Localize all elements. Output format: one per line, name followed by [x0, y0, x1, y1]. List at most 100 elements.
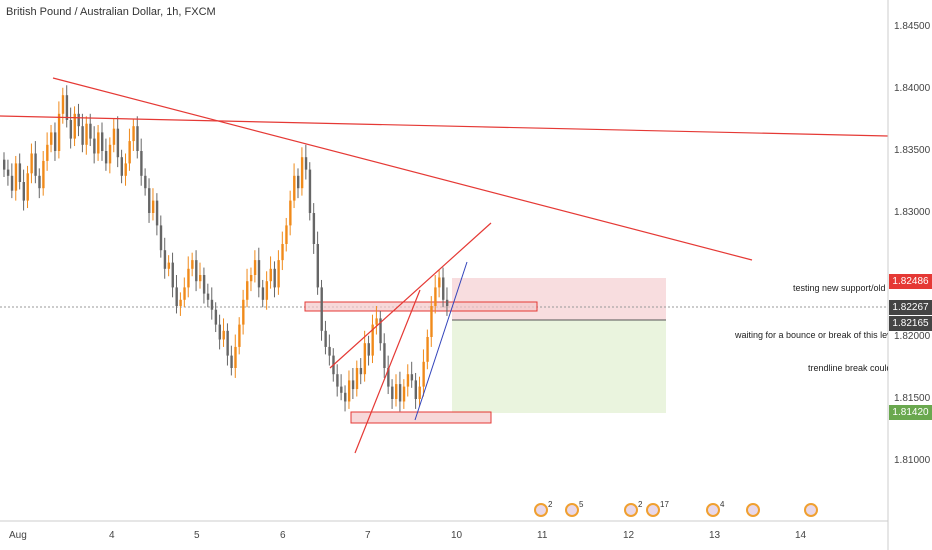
- candle-body: [351, 380, 355, 390]
- flag-icon[interactable]: [706, 503, 720, 517]
- candle-body: [422, 361, 425, 387]
- candle-body: [383, 343, 386, 368]
- candle-body: [6, 169, 10, 176]
- candle-body: [371, 324, 374, 356]
- y-tick-label: 1.82000: [894, 331, 931, 342]
- x-tick-label: 7: [365, 530, 371, 541]
- price-tag: 1.81420: [889, 405, 932, 420]
- candle-body: [128, 141, 131, 164]
- candle-body: [57, 113, 61, 151]
- flag-icon[interactable]: [534, 503, 548, 517]
- x-tick-label: Aug: [9, 530, 27, 541]
- candle-body: [355, 368, 359, 390]
- x-tick-label: 4: [109, 530, 115, 541]
- flag-icon[interactable]: [804, 503, 818, 517]
- x-tick-label: 10: [451, 530, 463, 541]
- event-count: 2: [548, 500, 553, 509]
- candle-body: [222, 330, 225, 340]
- candle-body: [89, 123, 92, 139]
- x-tick-label: 14: [795, 530, 807, 541]
- flag-icon[interactable]: [646, 503, 660, 517]
- candle-body: [101, 132, 104, 151]
- candle-body: [10, 175, 14, 191]
- candle-body: [293, 175, 296, 201]
- candle-body: [191, 260, 194, 269]
- horizontal-trendline: [0, 115, 889, 137]
- short-zone: [452, 278, 666, 320]
- candle-body: [163, 250, 167, 269]
- price-tag: 1.82486: [889, 274, 932, 289]
- candle-body: [238, 324, 241, 347]
- candle-body: [434, 287, 437, 306]
- candle-body: [289, 200, 292, 226]
- candle-body: [104, 151, 108, 164]
- candle-body: [34, 153, 37, 176]
- candle-body: [93, 138, 96, 154]
- candle-body: [159, 225, 163, 251]
- candle-body: [438, 277, 441, 288]
- blue-trendline: [414, 261, 468, 421]
- candle-body: [132, 126, 135, 142]
- candle-body: [308, 169, 312, 213]
- target-zone: [452, 320, 666, 413]
- flag-icon[interactable]: [746, 503, 760, 517]
- candle-body: [26, 173, 29, 201]
- candle-body: [442, 277, 445, 300]
- candle-body: [183, 287, 186, 300]
- candle-body: [414, 380, 417, 399]
- flag-icon[interactable]: [624, 503, 638, 517]
- event-count: 17: [660, 500, 669, 509]
- candle-body: [85, 123, 88, 145]
- candle-body: [42, 160, 45, 189]
- demand-zone: [350, 411, 492, 424]
- candle-body: [430, 306, 433, 337]
- candle-body: [281, 244, 284, 261]
- candle-body: [136, 126, 139, 151]
- candle-body: [187, 268, 190, 288]
- candle-body: [363, 343, 367, 375]
- rising-wedge-upper: [329, 222, 492, 369]
- candle-body: [120, 157, 123, 176]
- flag-icon[interactable]: [565, 503, 579, 517]
- candle-body: [148, 188, 151, 213]
- candle-body: [179, 299, 182, 306]
- candle-body: [175, 287, 178, 306]
- y-tick-label: 1.81000: [894, 455, 931, 466]
- candle-body: [61, 95, 65, 114]
- candle-body: [50, 132, 53, 145]
- candle-body: [155, 200, 159, 226]
- candle-body: [77, 113, 80, 127]
- candle-body: [367, 343, 370, 356]
- candle-body: [226, 330, 229, 356]
- candle-body: [65, 95, 69, 120]
- candle-body: [69, 120, 73, 139]
- x-tick-label: 12: [623, 530, 635, 541]
- price-tag: 1.82165: [889, 316, 932, 331]
- candle-body: [387, 368, 390, 387]
- price-tag: 1.82267: [889, 300, 932, 315]
- event-count: 2: [638, 500, 643, 509]
- candle-body: [304, 157, 308, 170]
- event-count: 5: [579, 500, 584, 509]
- candle-body: [426, 337, 429, 362]
- candle-body: [410, 374, 414, 381]
- candle-body: [151, 200, 155, 213]
- x-tick-label: 11: [537, 530, 548, 541]
- descending-trendline: [52, 77, 753, 261]
- candle-body: [195, 260, 198, 282]
- candle-body: [112, 128, 116, 145]
- candle-body: [214, 309, 218, 325]
- candle-body: [418, 386, 421, 399]
- candle-body: [249, 275, 253, 282]
- candle-body: [395, 384, 398, 399]
- x-tick-label: 13: [709, 530, 721, 541]
- y-tick-label: 1.81500: [894, 393, 931, 404]
- candle-body: [206, 293, 210, 300]
- candle-body: [297, 175, 300, 189]
- candle-body: [336, 374, 339, 387]
- annotation-text: testing new support/old r: [793, 283, 888, 293]
- rising-wedge-lower: [354, 289, 421, 454]
- candle-body: [316, 244, 319, 288]
